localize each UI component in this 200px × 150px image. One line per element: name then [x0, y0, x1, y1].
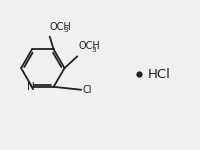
Text: Cl: Cl: [82, 85, 92, 95]
Text: N: N: [27, 82, 34, 92]
Text: 3: 3: [92, 47, 96, 53]
Text: OCH: OCH: [78, 41, 100, 51]
Text: HCl: HCl: [147, 68, 170, 81]
Text: OCH: OCH: [50, 22, 71, 32]
Text: 3: 3: [63, 27, 68, 33]
